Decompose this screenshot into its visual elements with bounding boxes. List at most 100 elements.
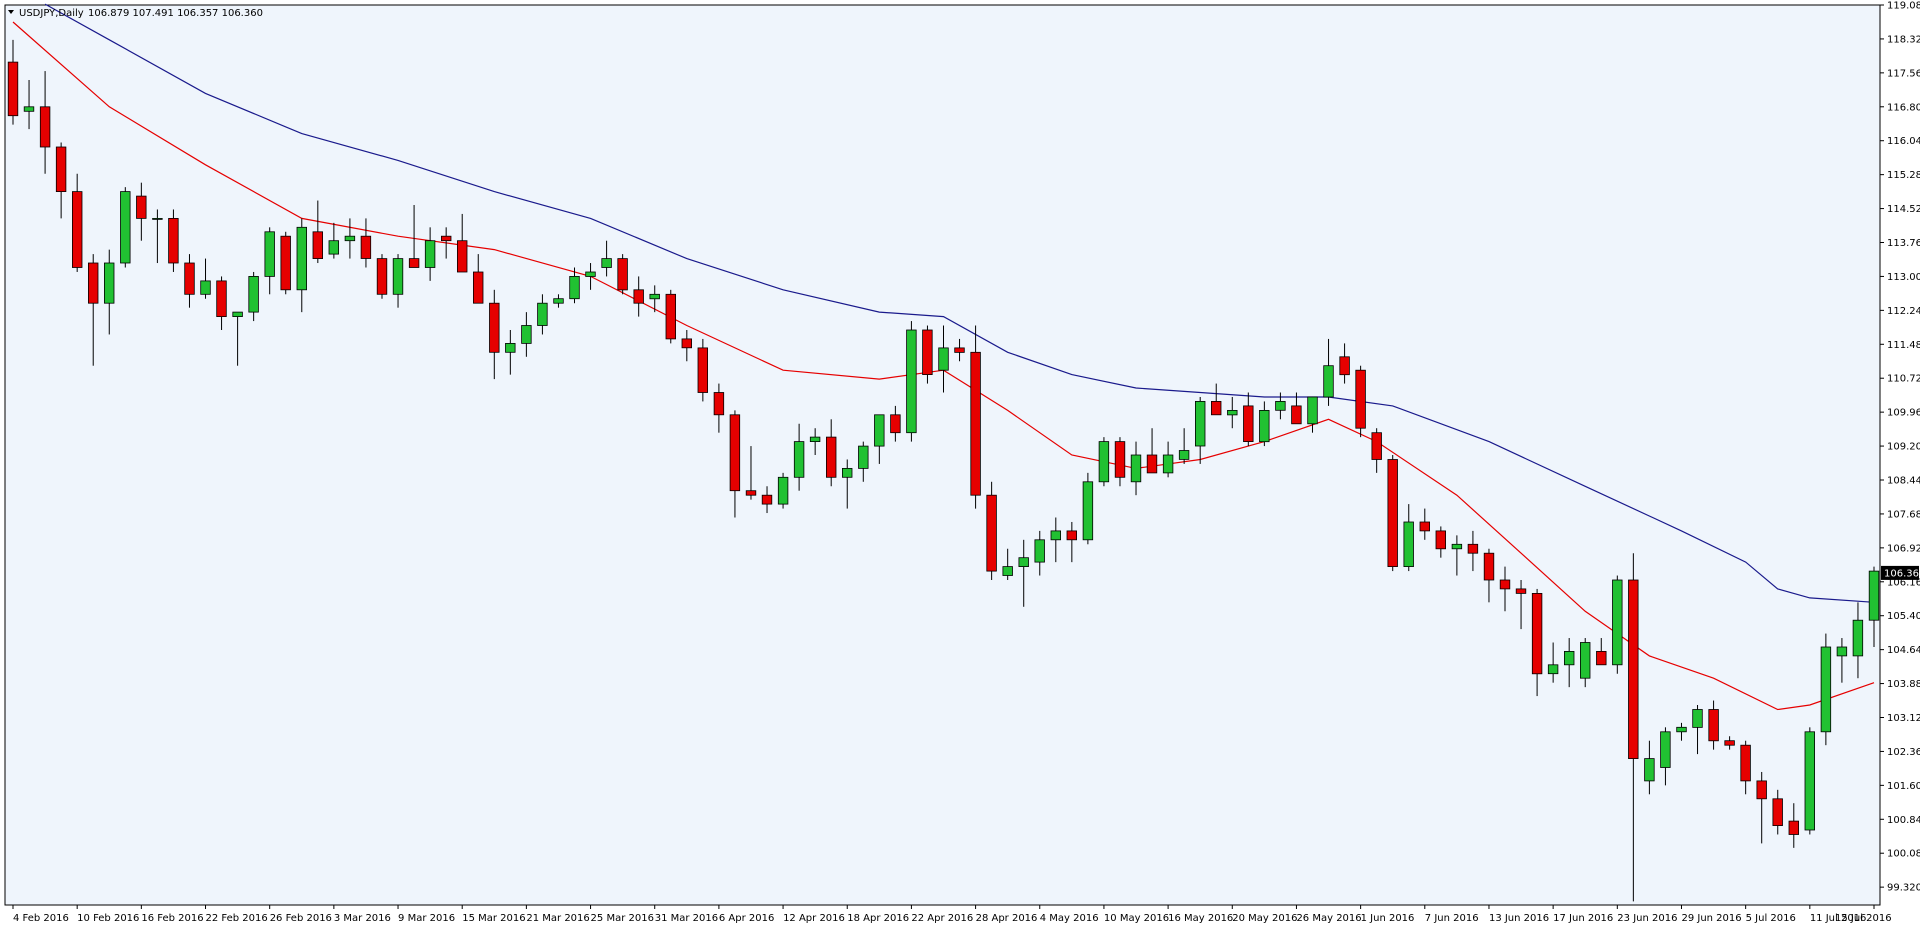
candle	[1772, 789, 1783, 835]
candle-body-bull	[392, 258, 404, 295]
price-tick-label: 102.360	[1887, 747, 1920, 758]
time-tick-label: 22 Feb 2016	[206, 913, 268, 924]
price-tick-label: 104.640	[1887, 645, 1920, 656]
candle	[152, 209, 163, 264]
time-tick-label: 23 Jun 2016	[1617, 913, 1677, 924]
candle	[713, 383, 725, 433]
candle	[697, 338, 709, 402]
time-tick-label: 11 Jul 2016	[1810, 913, 1867, 924]
candle	[633, 276, 644, 317]
candles	[7, 39, 1880, 902]
candle	[842, 459, 853, 509]
candle	[809, 428, 821, 455]
candle	[104, 249, 115, 335]
candle-body-bull	[1612, 579, 1623, 666]
candle	[1050, 517, 1062, 563]
candle-body-bull	[1018, 557, 1029, 568]
time-tick-label: 22 Apr 2016	[911, 913, 973, 924]
candle-body-bull	[232, 311, 243, 318]
candle-body-bear	[1756, 780, 1767, 800]
time-tick-label: 9 Mar 2016	[398, 913, 455, 924]
candle-body-bull	[793, 441, 805, 478]
candle	[39, 71, 51, 174]
price-tick-label: 99.320	[1887, 883, 1920, 894]
dropdown-triangle-icon[interactable]	[8, 10, 14, 14]
plot-area[interactable]	[4, 4, 1881, 906]
candle-body-bear	[1788, 820, 1800, 835]
candle	[1387, 455, 1398, 572]
price-tag-label: 106.360	[1884, 568, 1920, 579]
candle-body-bull	[328, 240, 340, 255]
candle-body-bear	[39, 106, 51, 148]
candle	[1820, 633, 1832, 746]
candle	[280, 231, 291, 295]
candle	[1211, 383, 1222, 416]
candle-body-bear	[376, 258, 388, 295]
candle	[248, 271, 259, 322]
price-tick-label: 117.560	[1887, 68, 1920, 79]
candle	[1291, 392, 1302, 425]
candle-body-bull	[1580, 642, 1591, 679]
candle-body-bear	[1724, 740, 1735, 746]
price-tick-label: 103.880	[1887, 679, 1920, 690]
candle-body-bear	[1435, 530, 1447, 550]
price-tag-bg	[1881, 565, 1919, 580]
candle-body-bear	[729, 414, 741, 492]
candle-body-bull	[1130, 454, 1142, 483]
candle	[1499, 566, 1511, 612]
candle-body-bear	[440, 235, 452, 242]
price-tick-label: 118.320	[1887, 34, 1920, 45]
time-tick-label: 13 Jun 2016	[1489, 913, 1549, 924]
candle	[120, 187, 131, 268]
candle-body-bear	[216, 280, 227, 317]
candle	[601, 240, 612, 277]
candle-body-bull	[809, 436, 821, 443]
candle	[328, 222, 340, 259]
candle	[376, 254, 388, 299]
candle-body-bull	[1178, 450, 1190, 460]
candle-body-bull	[264, 231, 275, 277]
candle	[232, 311, 243, 366]
candle-body-bear	[136, 195, 147, 219]
price-tick-label: 113.000	[1887, 272, 1920, 283]
candle-body-bull	[649, 293, 660, 300]
candle-body-bull	[1451, 543, 1463, 550]
candle-body-bull	[858, 445, 869, 469]
candle	[424, 227, 436, 281]
price-tick-label: 100.080	[1887, 849, 1920, 860]
candle	[1098, 437, 1110, 487]
candle-body-bear	[1243, 405, 1254, 442]
candle	[1676, 722, 1687, 741]
candle	[1371, 428, 1382, 473]
time-axis[interactable]: 4 Feb 2016 10 Feb 2016 16 Feb 2016 22 Feb 2…	[5, 904, 1892, 924]
candle	[55, 142, 67, 219]
candle	[1756, 771, 1767, 844]
candle-body-bull	[1564, 651, 1575, 666]
candle-body-bear	[280, 235, 291, 291]
candle-body-bull	[1804, 731, 1816, 831]
candle-body-bear	[681, 338, 693, 349]
price-axis[interactable]: 119.080 118.320 117.560 116.800 116.040 115.2…	[1879, 1, 1920, 906]
candle	[184, 254, 195, 308]
candle	[890, 405, 901, 442]
candle	[1628, 553, 1639, 902]
candle-body-bear	[745, 490, 757, 496]
candle-body-bull	[1082, 481, 1094, 541]
candle	[569, 267, 580, 304]
candle-body-bull	[152, 217, 163, 220]
price-tick-label: 114.520	[1887, 204, 1920, 215]
candle-body-bear	[489, 302, 500, 353]
candle-body-bull	[938, 347, 949, 371]
time-tick-label: 31 Mar 2016	[655, 913, 718, 924]
candle-body-bull	[1307, 396, 1318, 425]
candle-body-bull	[569, 275, 580, 300]
candle-body-bear	[72, 191, 83, 268]
candle-body-bear	[1371, 432, 1382, 460]
candle-body-bear	[1531, 593, 1543, 675]
candle-body-bull	[1547, 664, 1559, 675]
price-tick-label: 112.240	[1887, 306, 1920, 317]
candle	[938, 325, 949, 393]
candle-body-bull	[1034, 539, 1045, 563]
